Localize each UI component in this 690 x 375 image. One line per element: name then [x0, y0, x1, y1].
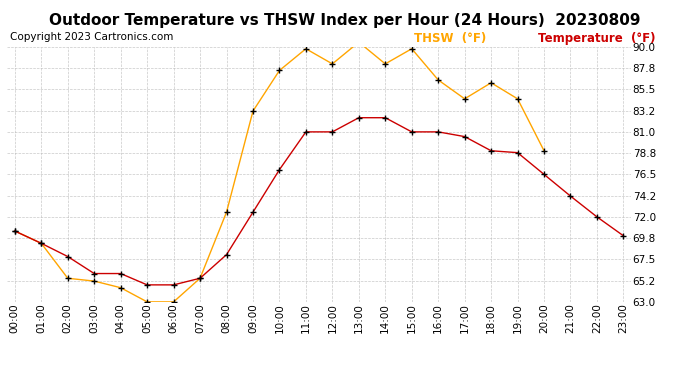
Text: THSW  (°F): THSW (°F)	[414, 32, 486, 45]
Line: THSW  (°F): THSW (°F)	[12, 39, 546, 304]
Temperature  (°F)	[593, 214, 601, 219]
Text: Outdoor Temperature vs THSW Index per Hour (24 Hours)  20230809: Outdoor Temperature vs THSW Index per Ho…	[49, 13, 641, 28]
THSW  (°F)	[143, 300, 151, 304]
Text: Copyright 2023 Cartronics.com: Copyright 2023 Cartronics.com	[10, 32, 174, 42]
THSW  (°F)	[487, 81, 495, 85]
Temperature  (°F)	[37, 241, 46, 246]
Text: Temperature  (°F): Temperature (°F)	[538, 32, 656, 45]
Temperature  (°F)	[63, 254, 72, 259]
THSW  (°F)	[37, 241, 46, 246]
THSW  (°F)	[513, 97, 522, 101]
THSW  (°F)	[170, 300, 178, 304]
THSW  (°F)	[540, 148, 548, 153]
THSW  (°F)	[408, 46, 416, 51]
Temperature  (°F)	[460, 134, 469, 139]
Temperature  (°F)	[381, 116, 389, 120]
THSW  (°F)	[222, 210, 230, 214]
THSW  (°F)	[90, 279, 99, 284]
Temperature  (°F)	[487, 148, 495, 153]
Temperature  (°F)	[540, 172, 548, 177]
THSW  (°F)	[302, 46, 310, 51]
Temperature  (°F)	[90, 271, 99, 276]
THSW  (°F)	[11, 229, 19, 233]
THSW  (°F)	[328, 62, 337, 66]
Temperature  (°F)	[117, 271, 125, 276]
THSW  (°F)	[249, 109, 257, 113]
Temperature  (°F)	[143, 283, 151, 287]
THSW  (°F)	[381, 62, 389, 66]
Temperature  (°F)	[513, 150, 522, 155]
Temperature  (°F)	[328, 130, 337, 134]
Temperature  (°F)	[619, 234, 627, 238]
THSW  (°F)	[196, 276, 204, 280]
Temperature  (°F)	[434, 130, 442, 134]
Temperature  (°F)	[355, 116, 363, 120]
Temperature  (°F)	[408, 130, 416, 134]
Temperature  (°F)	[249, 210, 257, 214]
Temperature  (°F)	[222, 252, 230, 257]
THSW  (°F)	[460, 97, 469, 101]
Temperature  (°F)	[275, 167, 284, 172]
Temperature  (°F)	[302, 130, 310, 134]
Temperature  (°F)	[566, 194, 575, 198]
THSW  (°F)	[275, 68, 284, 73]
THSW  (°F)	[434, 78, 442, 82]
THSW  (°F)	[63, 276, 72, 280]
THSW  (°F)	[355, 40, 363, 44]
Line: Temperature  (°F): Temperature (°F)	[12, 115, 627, 288]
Temperature  (°F)	[11, 229, 19, 233]
Temperature  (°F)	[196, 276, 204, 280]
Temperature  (°F)	[170, 283, 178, 287]
THSW  (°F)	[117, 285, 125, 290]
